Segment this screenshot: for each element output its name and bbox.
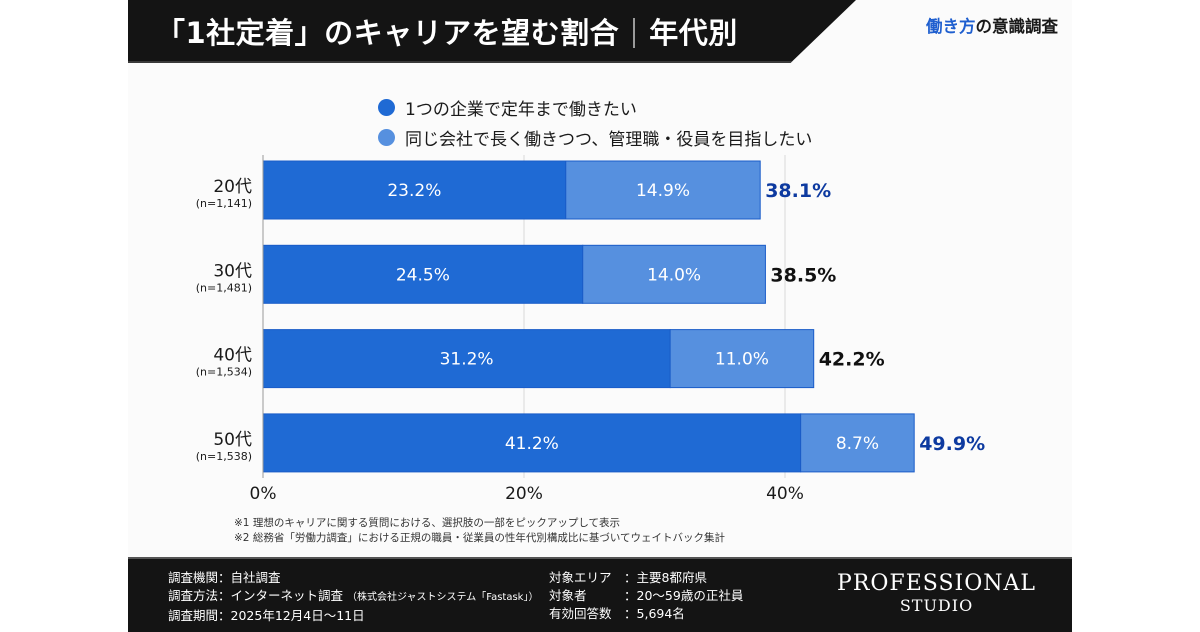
bar-value-label: 11.0%: [715, 350, 769, 370]
survey-target: 対象者 ：20〜59歳の正社員: [549, 588, 744, 603]
bar-total-label: 38.5%: [770, 264, 836, 286]
legend-marker-icon: [378, 98, 395, 116]
category-sample-size: (n=1,534): [196, 366, 252, 379]
logo-line-1: PROFESSIONAL: [837, 571, 1036, 596]
bar-segment: [800, 413, 915, 473]
category-label: 40代: [213, 346, 252, 366]
title-banner: 「1社定着」のキャリアを望む割合 年代別: [128, 0, 856, 63]
bar-segment: [262, 413, 802, 473]
bar-total-label: 49.9%: [919, 433, 985, 455]
bar-value-label: 23.2%: [387, 181, 441, 201]
bar-segment: [582, 244, 766, 304]
page-title: 「1社定着」のキャリアを望む割合 年代別: [156, 10, 738, 52]
bar-value-label: 8.7%: [836, 434, 879, 454]
title-sub: 年代別: [649, 16, 738, 50]
logo-line-2: STUDIO: [899, 596, 974, 615]
x-tick-label: 20%: [505, 484, 543, 504]
footnote-2: ※2 総務省「労働力調査」における正規の職員・従業員の性年代別構成比に基づいてウ…: [234, 532, 725, 544]
survey-info-right: 対象エリア ：主要8都府県 対象者 ：20〜59歳の正社員 有効回答数 ：5,694名: [549, 569, 743, 623]
footnotes: ※1 理想のキャリアに関する質問における、選択肢の一部をピックアップして表示 ※…: [234, 516, 725, 546]
bar-total-label: 38.1%: [765, 180, 831, 202]
stacked-bar-chart: 0% 20% 40% 23.2% 14.9% 38.1% 20代(n=1,141) 24.5%…: [196, 155, 985, 504]
survey-method: 調査方法：インターネット調査 （株式会社ジャストシステム「Fastask」）: [168, 588, 539, 603]
bar-segment: [565, 160, 761, 220]
series-tag: 働き方の意識調査: [926, 13, 1058, 37]
category-sample-size: (n=1,538): [196, 450, 252, 463]
bar-segment: [262, 329, 671, 389]
bar-total-label: 42.2%: [819, 349, 885, 371]
survey-info-footer: 調査機関：自社調査 調査方法：インターネット調査 （株式会社ジャストシステム「F…: [128, 557, 1072, 632]
survey-org: 調査機関：自社調査: [168, 570, 281, 585]
bar-value-label: 31.2%: [440, 350, 494, 370]
category-label: 20代: [213, 177, 252, 197]
bar-value-label: 24.5%: [396, 265, 450, 285]
bar-segment: [669, 329, 815, 389]
bar-value-label: 41.2%: [505, 434, 559, 454]
chart-legend: 1つの企業で定年まで働きたい 同じ会社で長く働きつつ、管理職・役員を目指したい: [378, 92, 812, 152]
category-label: 30代: [213, 261, 252, 281]
survey-area: 対象エリア ：主要8都府県: [549, 570, 707, 585]
footnote-1: ※1 理想のキャリアに関する質問における、選択肢の一部をピックアップして表示: [234, 517, 620, 529]
bar-segment: [262, 160, 567, 220]
category-sample-size: (n=1,481): [196, 281, 252, 294]
series-tag-rest: の意識調査: [975, 17, 1059, 36]
series-tag-accent: 働き方: [926, 17, 976, 36]
brand-logo: PROFESSIONAL STUDIO: [837, 573, 1036, 617]
bar-value-label: 14.0%: [647, 265, 701, 285]
infographic-canvas: 「1社定着」のキャリアを望む割合 年代別 働き方の意識調査 1つの企業で定年まで働…: [128, 0, 1072, 632]
survey-responses: 有効回答数 ：5,694名: [549, 606, 685, 621]
legend-label: 1つの企業で定年まで働きたい: [405, 99, 637, 120]
title-divider: [633, 18, 636, 48]
category-label: 50代: [213, 430, 252, 450]
survey-info-left: 調査機関：自社調査 調査方法：インターネット調査 （株式会社ジャストシステム「F…: [168, 569, 538, 625]
x-tick-label: 40%: [766, 484, 804, 504]
bar-value-label: 14.9%: [636, 181, 690, 201]
category-sample-size: (n=1,141): [196, 197, 252, 210]
survey-period: 調査期間：2025年12月4日〜11日: [168, 608, 365, 623]
legend-label: 同じ会社で長く働きつつ、管理職・役員を目指したい: [405, 129, 813, 150]
legend-item-series-2: 同じ会社で長く働きつつ、管理職・役員を目指したい: [378, 122, 812, 152]
x-tick-label: 0%: [250, 484, 277, 504]
title-main: 「1社定着」のキャリアを望む割合: [156, 16, 620, 50]
legend-item-series-1: 1つの企業で定年まで働きたい: [378, 92, 812, 122]
legend-marker-icon: [378, 128, 395, 146]
